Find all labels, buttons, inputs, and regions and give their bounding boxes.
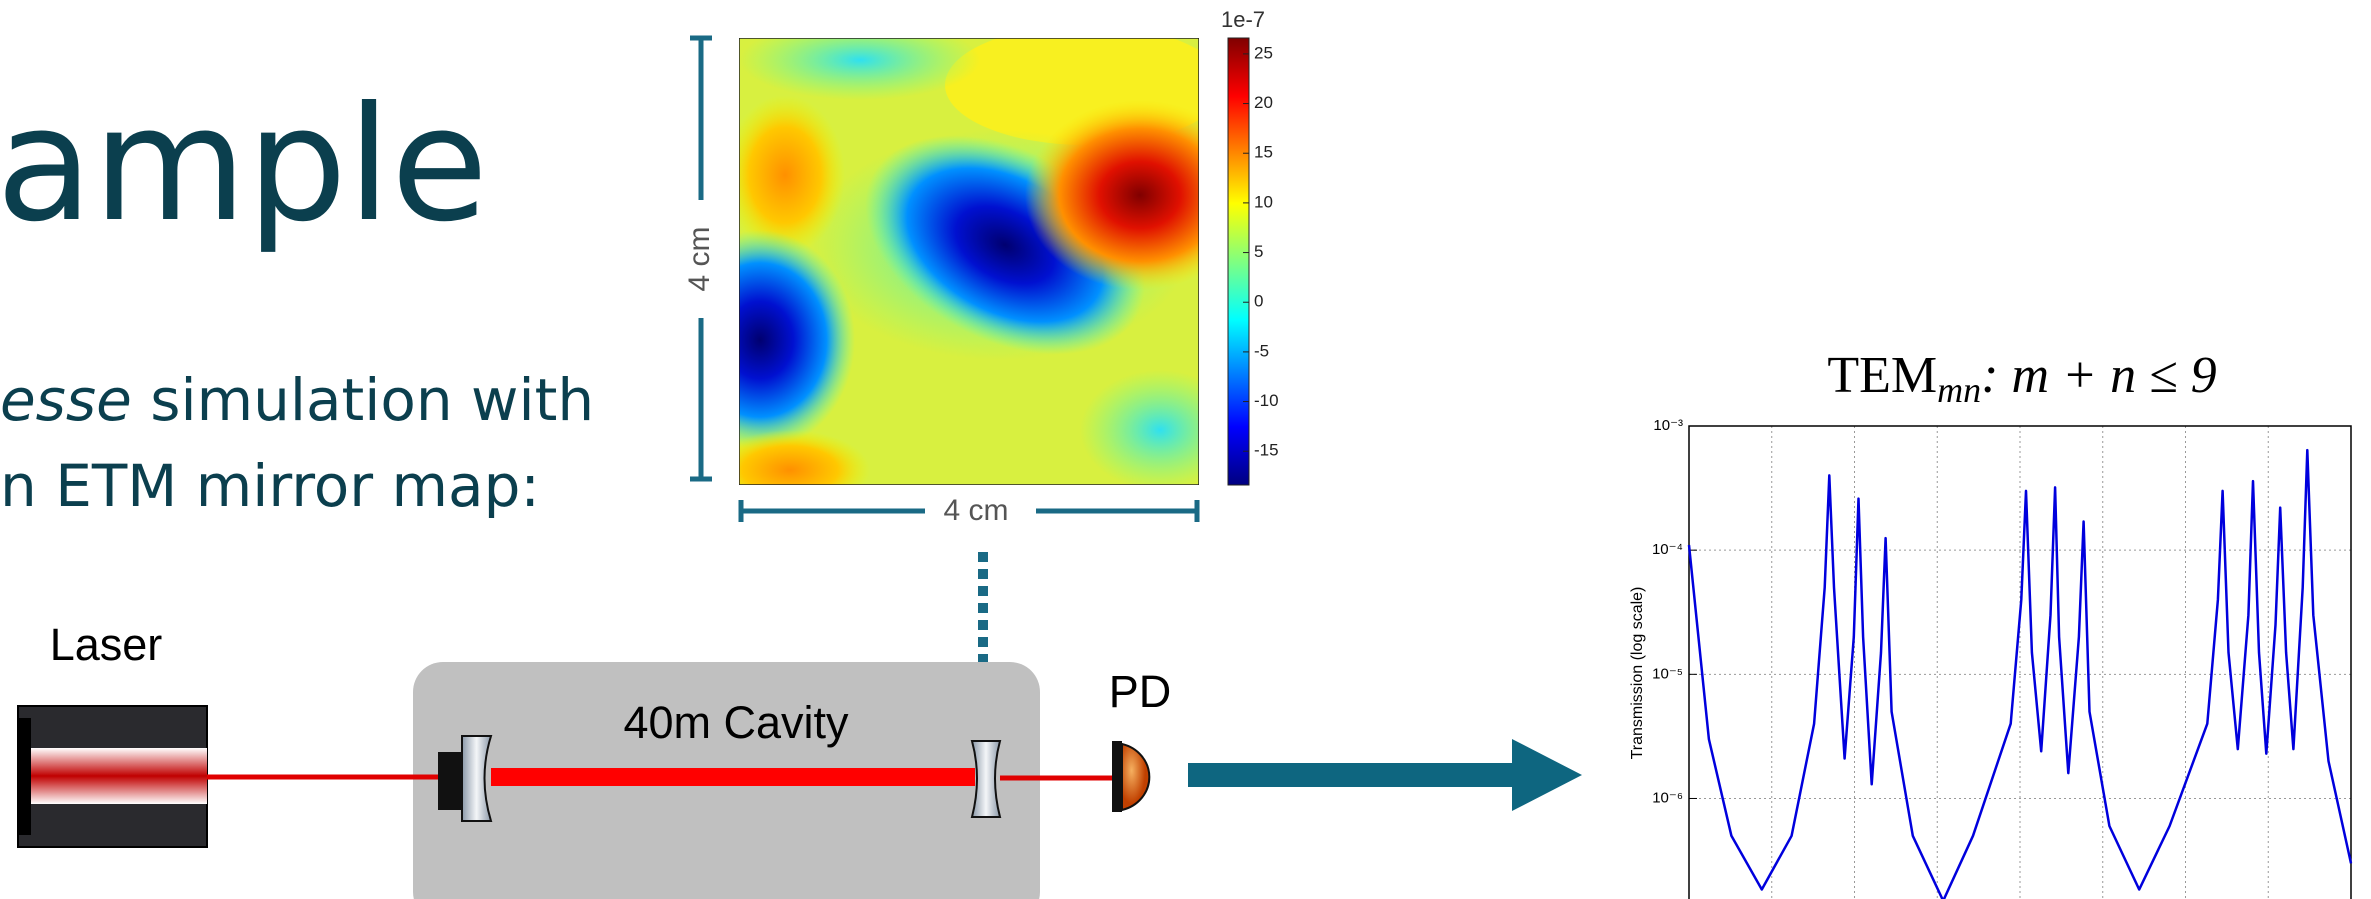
body-italic: esse [0, 366, 132, 434]
slide-title: ample [0, 73, 488, 257]
mirror-mount [438, 752, 462, 810]
colorbar-tick-label: -5 [1254, 341, 1269, 360]
cavity-label: 40m Cavity [623, 697, 849, 748]
colorbar-tick-label: -10 [1254, 391, 1279, 410]
colorbar-tick-label: 20 [1254, 93, 1273, 112]
height-label: 4 cm [683, 226, 716, 291]
y-tick-label: 10⁻⁴ [1652, 541, 1683, 558]
laser-label: Laser [50, 619, 163, 670]
slide: ample esse simulation with n ETM mirror … [0, 0, 2371, 899]
title-rest: : m + n ≤ 9 [1981, 347, 2217, 404]
width-label: 4 cm [943, 494, 1008, 527]
colorbar-tick-label: 5 [1254, 242, 1263, 261]
pd-mount [1112, 741, 1122, 812]
colorbar-tick-label: 25 [1254, 43, 1273, 62]
y-tick-label: 10⁻³ [1653, 417, 1683, 434]
title-subscript: mn [1937, 370, 1981, 410]
colorbar-tick-label: 15 [1254, 143, 1273, 162]
colorbar-exponent: 1e-7 [1221, 7, 1265, 32]
y-tick-label: 10⁻⁵ [1652, 665, 1683, 682]
body-text: simulation with [132, 366, 594, 434]
cavity-beam [491, 768, 975, 786]
mirror-map [665, 20, 1255, 510]
photodetector [1122, 744, 1149, 810]
pd-label: PD [1109, 666, 1172, 717]
end-mirror [972, 741, 1000, 817]
colorbar-tick-label: 0 [1254, 292, 1263, 311]
laser-band [18, 748, 207, 804]
laser-back [18, 718, 31, 835]
colorbar-tick-label: -15 [1254, 441, 1279, 460]
colorbar-tick-label: 10 [1254, 192, 1273, 211]
colorbar [1228, 38, 1249, 485]
body-line: n ETM mirror map: [0, 452, 540, 520]
y-tick-label: 10⁻⁶ [1652, 789, 1683, 806]
chart-title: TEMmn: m + n ≤ 9 [1827, 347, 2216, 410]
big-arrow [1188, 739, 1582, 811]
y-axis-label: Transmission (log scale) [1629, 587, 1646, 760]
title-base: TEM [1827, 347, 1937, 404]
body-line: esse simulation with [0, 366, 594, 434]
